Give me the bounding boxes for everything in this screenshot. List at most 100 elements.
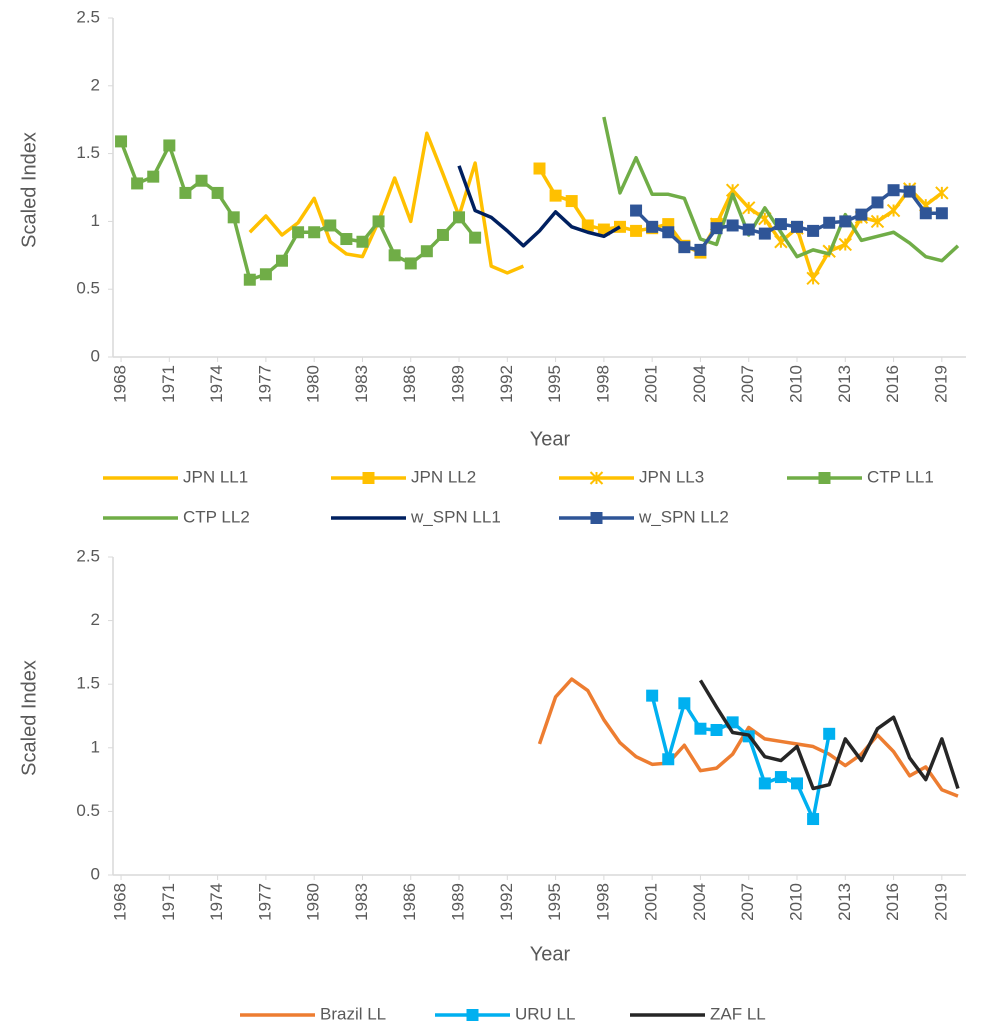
x-tick-label: 2010 — [786, 883, 805, 921]
marker — [758, 227, 771, 240]
x-tick-label: 1974 — [207, 365, 226, 403]
x-tick-label: 1995 — [545, 365, 564, 403]
marker — [742, 201, 756, 215]
y-tick-label: 0.5 — [76, 801, 100, 820]
legend-label: JPN LL1 — [183, 467, 248, 486]
x-axis-title: Year — [530, 943, 571, 965]
marker — [404, 257, 417, 270]
legend-item: w_SPN LL2 — [559, 507, 729, 526]
x-axis-title: Year — [530, 428, 571, 450]
marker — [726, 219, 739, 232]
marker — [662, 226, 675, 239]
marker — [758, 777, 771, 790]
marker — [678, 241, 691, 254]
marker — [356, 235, 369, 248]
x-tick-label: 2013 — [835, 365, 854, 403]
legend-marker — [818, 472, 831, 484]
marker — [340, 233, 353, 246]
marker — [275, 254, 288, 267]
legend-item: CTP LL2 — [103, 507, 250, 526]
marker — [195, 174, 208, 187]
marker — [774, 218, 787, 231]
marker — [694, 243, 707, 256]
legend-item: w_SPN LL1 — [331, 507, 501, 526]
x-tick-label: 2019 — [931, 883, 950, 921]
x-tick-label: 2010 — [786, 365, 805, 403]
marker — [227, 211, 240, 224]
marker — [163, 139, 176, 152]
x-tick-label: 2007 — [738, 883, 757, 921]
marker — [919, 207, 932, 220]
legend-item: ZAF LL — [630, 1004, 766, 1023]
marker — [838, 237, 852, 252]
marker — [630, 204, 643, 217]
marker — [549, 189, 562, 202]
legend-item: JPN LL1 — [103, 467, 248, 486]
x-tick-label: 1992 — [497, 365, 516, 403]
marker — [839, 215, 852, 228]
legend-marker — [362, 472, 375, 484]
marker — [742, 223, 755, 236]
x-tick-label: 1998 — [593, 365, 612, 403]
y-tick-label: 2.5 — [76, 546, 100, 565]
x-tick-label: 1980 — [304, 365, 323, 403]
legend-marker — [466, 1009, 479, 1021]
marker — [855, 208, 868, 221]
legend-label: ZAF LL — [710, 1004, 766, 1023]
y-tick-label: 0 — [91, 346, 100, 365]
marker — [646, 689, 659, 702]
x-tick-label: 1980 — [304, 883, 323, 921]
legend-item: Brazil LL — [240, 1004, 386, 1023]
y-tick-label: 1.5 — [76, 143, 100, 162]
marker — [243, 273, 256, 286]
marker — [870, 214, 885, 229]
marker — [646, 220, 659, 233]
marker — [871, 196, 884, 209]
x-tick-label: 1971 — [159, 365, 178, 403]
marker — [710, 222, 723, 235]
marker — [469, 231, 482, 244]
legend-label: w_SPN LL1 — [410, 507, 501, 526]
marker — [436, 228, 449, 241]
marker — [887, 184, 900, 197]
x-tick-label: 2019 — [931, 365, 950, 403]
x-tick-label: 1968 — [111, 365, 130, 403]
y-tick-label: 0 — [91, 864, 100, 883]
x-tick-label: 2016 — [883, 883, 902, 921]
marker — [372, 215, 385, 228]
legend-item: JPN LL3 — [559, 467, 704, 486]
marker — [565, 195, 578, 208]
x-tick-label: 1989 — [449, 883, 468, 921]
marker — [131, 177, 144, 190]
x-tick-label: 2013 — [835, 883, 854, 921]
legend-label: JPN LL2 — [411, 467, 476, 486]
marker — [533, 162, 546, 175]
x-tick-label: 2016 — [883, 365, 902, 403]
marker — [807, 224, 820, 237]
series-line — [248, 131, 525, 275]
marker — [823, 727, 836, 740]
x-tick-label: 2001 — [642, 365, 661, 403]
marker — [886, 203, 901, 218]
marker — [806, 271, 820, 286]
legend-label: URU LL — [515, 1004, 575, 1023]
marker — [807, 813, 820, 826]
x-tick-label: 1971 — [159, 883, 178, 921]
x-tick-label: 2001 — [642, 883, 661, 921]
marker — [179, 186, 192, 199]
marker — [662, 753, 675, 766]
y-tick-label: 1.5 — [76, 674, 100, 693]
y-axis-title: Scaled Index — [18, 132, 40, 248]
y-tick-label: 2 — [91, 75, 100, 94]
marker — [774, 771, 787, 784]
marker — [935, 207, 948, 220]
x-tick-label: 1968 — [111, 883, 130, 921]
y-tick-label: 1 — [91, 737, 100, 756]
legend-label: CTP LL2 — [183, 507, 250, 526]
marker — [935, 186, 949, 200]
marker — [678, 697, 691, 710]
x-tick-label: 1986 — [400, 883, 419, 921]
marker — [791, 777, 804, 790]
x-tick-label: 1983 — [352, 883, 371, 921]
